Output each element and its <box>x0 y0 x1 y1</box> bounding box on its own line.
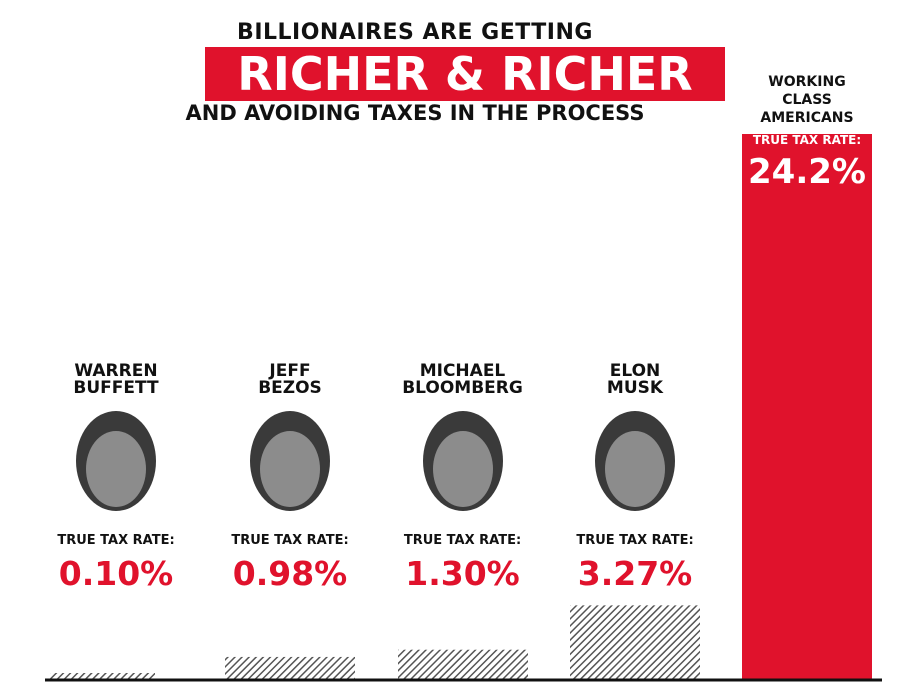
person-face-icon <box>244 409 336 519</box>
rate-label: TRUE TAX RATE: <box>403 533 522 548</box>
person-michael-bloomberg: MICHAEL BLOOMBERG TRUE TAX RATE: 1.30% <box>385 361 540 594</box>
person-name: WARREN BUFFETT <box>73 361 159 398</box>
rate-value: 1.30% <box>405 554 520 593</box>
person-elon-musk: ELON MUSK TRUE TAX RATE: 3.27% <box>560 361 710 594</box>
person-face-icon <box>589 409 681 519</box>
workers-rate-label: TRUE TAX RATE: <box>752 133 862 147</box>
rate-label: TRUE TAX RATE: <box>576 533 694 548</box>
rate-value: 0.10% <box>58 554 174 593</box>
header-banner: RICHER & RICHER <box>205 47 725 101</box>
person-face-icon <box>417 409 509 519</box>
person-name: JEFF BEZOS <box>258 361 322 398</box>
header-line-3: AND AVOIDING TAXES IN THE PROCESS <box>185 101 645 125</box>
header-line-1: BILLIONAIRES ARE GETTING <box>237 20 593 45</box>
header-line-2: RICHER & RICHER <box>237 47 693 101</box>
workers-rate-value: 24.2% <box>748 152 866 192</box>
rate-value: 0.98% <box>232 554 348 593</box>
person-name: MICHAEL BLOOMBERG <box>402 361 523 398</box>
rate-label: TRUE TAX RATE: <box>231 533 349 548</box>
bar-elon-musk <box>570 605 700 679</box>
person-jeff-bezos: JEFF BEZOS TRUE TAX RATE: 0.98% <box>215 361 365 594</box>
workers-label: WORKING CLASS AMERICANS <box>760 74 854 126</box>
bar-working-class-americans <box>742 134 872 679</box>
bar-jeff-bezos <box>225 656 355 679</box>
person-name: ELON MUSK <box>606 361 664 398</box>
bar-michael-bloomberg <box>398 649 528 679</box>
rate-label: TRUE TAX RATE: <box>57 533 175 548</box>
rate-value: 3.27% <box>577 554 693 593</box>
bar-warren-buffett <box>50 673 155 679</box>
person-warren-buffett: WARREN BUFFETT TRUE TAX RATE: 0.10% <box>45 361 187 594</box>
person-face-icon <box>70 409 162 519</box>
